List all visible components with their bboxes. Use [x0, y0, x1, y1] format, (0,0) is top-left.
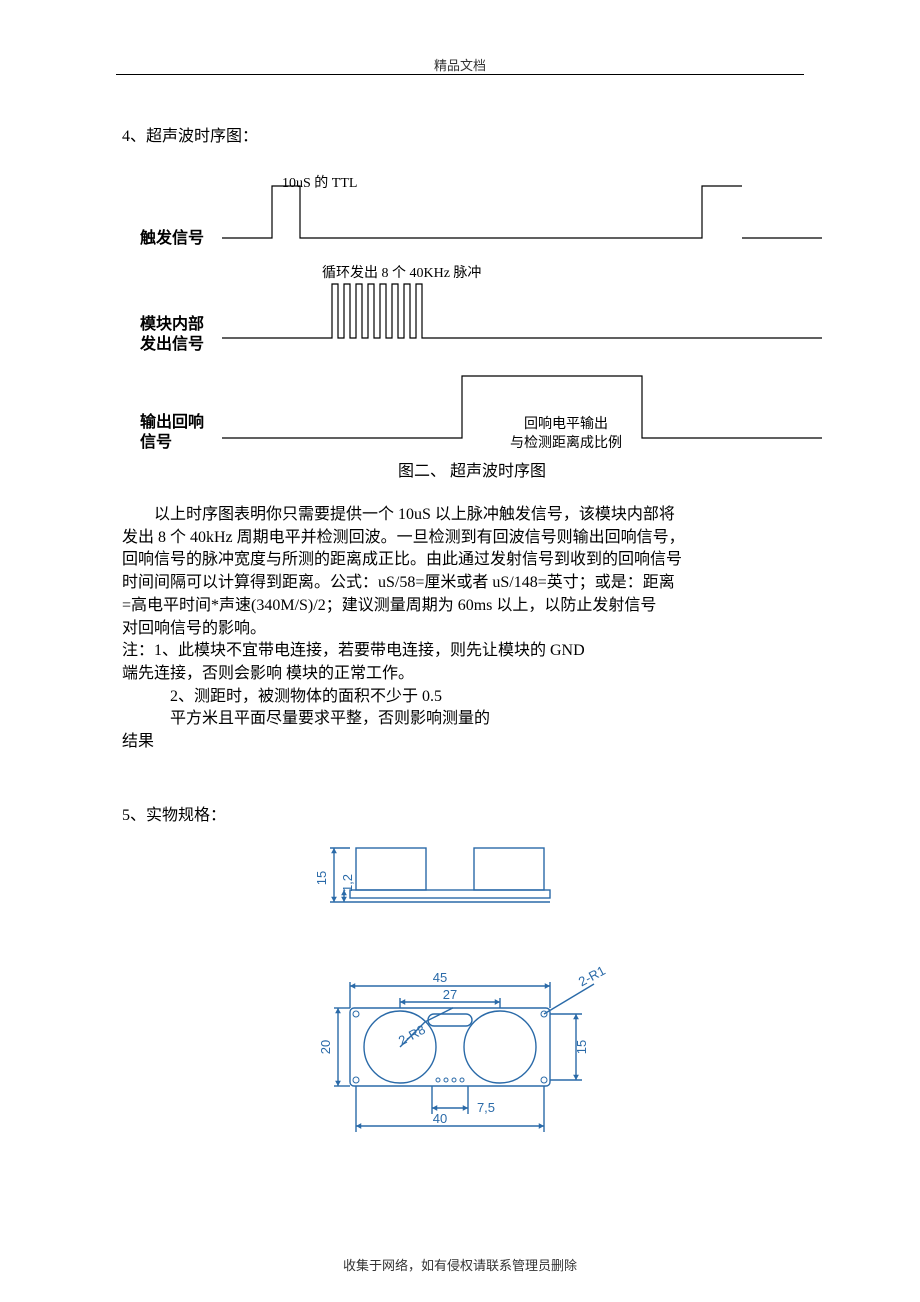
- body-p1-l2: 发出 8 个 40kHz 周期电平并检测回波。一旦检测到有回波信号则输出回响信号…: [122, 527, 802, 550]
- body-p2-l2: 端先连接，否则会影响 模块的正常工作。: [122, 663, 802, 686]
- body-p1-l4: 时间间隔可以计算得到距离。公式：uS/58=厘米或者 uS/148=英寸；或是：…: [122, 572, 802, 595]
- svg-text:1,2: 1,2: [340, 874, 355, 892]
- spec-svg: 151,2452720152-R12-R87,540: [290, 838, 650, 1238]
- svg-text:20: 20: [318, 1040, 333, 1054]
- body-p1-l1: 以上时序图表明你只需要提供一个 10uS 以上脉冲触发信号，该模块内部将: [122, 504, 802, 527]
- svg-text:7,5: 7,5: [477, 1100, 495, 1115]
- page-footer: 收集于网络，如有侵权请联系管理员删除: [0, 1255, 920, 1274]
- section-4-title: 4、超声波时序图：: [122, 122, 258, 146]
- body-text: 以上时序图表明你只需要提供一个 10uS 以上脉冲触发信号，该模块内部将 发出 …: [122, 504, 802, 754]
- body-p2-l1: 注：1、此模块不宜带电连接，若要带电连接，则先让模块的 GND: [122, 640, 802, 663]
- body-p3-l3: 结果: [122, 731, 802, 754]
- spec-drawing: 151,2452720152-R12-R87,540: [290, 838, 650, 1243]
- svg-text:40: 40: [433, 1111, 447, 1126]
- body-p1-l6: 对回响信号的影响。: [122, 618, 802, 641]
- page-header: 精品文档: [0, 55, 920, 74]
- body-p3-l2: 平方米且平面尽量要求平整，否则影响测量的: [122, 708, 802, 731]
- svg-text:15: 15: [314, 871, 329, 885]
- svg-text:2-R8: 2-R8: [396, 1022, 428, 1048]
- section-5-title: 5、实物规格：: [122, 801, 226, 825]
- body-p1-l5: =高电平时间*声速(340M/S)/2；建议测量周期为 60ms 以上，以防止发…: [122, 595, 802, 618]
- timing-caption: 图二、 超声波时序图: [272, 457, 672, 481]
- svg-text:45: 45: [433, 970, 447, 985]
- timing-diagram: 10uS 的 TTL 循环发出 8 个 40KHz 脉冲 回响电平输出 与检测距…: [122, 158, 822, 478]
- body-p3-l1: 2、测距时，被测物体的面积不少于 0.5: [122, 686, 802, 709]
- svg-text:27: 27: [443, 987, 457, 1002]
- header-rule: [116, 74, 804, 75]
- svg-text:15: 15: [574, 1040, 589, 1054]
- body-p1-l3: 回响信号的脉冲宽度与所测的距离成正比。由此通过发射信号到收到的回响信号: [122, 549, 802, 572]
- timing-svg: [122, 158, 822, 458]
